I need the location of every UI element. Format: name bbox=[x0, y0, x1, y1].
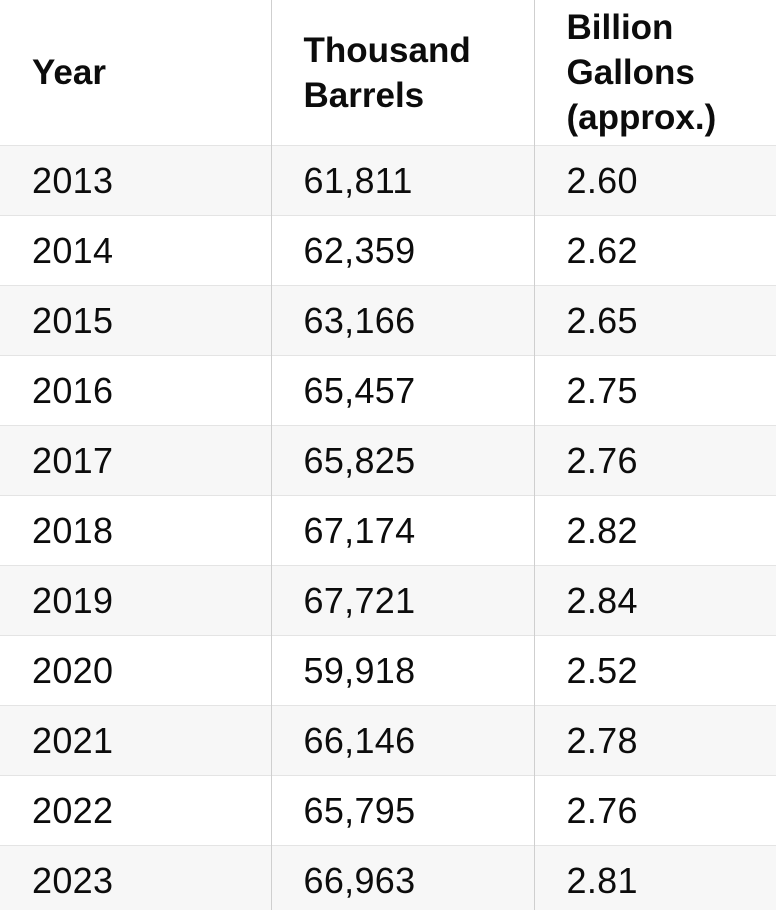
year-cell: 2022 bbox=[0, 775, 272, 846]
thousand-barrels-cell: 66,963 bbox=[271, 845, 535, 910]
table-row-2019: 2019 67,721 2.84 bbox=[0, 565, 776, 636]
table-row-2016: 2016 65,457 2.75 bbox=[0, 355, 776, 426]
table-row-2022: 2022 65,795 2.76 bbox=[0, 775, 776, 846]
year-cell: 2015 bbox=[0, 285, 272, 356]
year-cell: 2023 bbox=[0, 845, 272, 910]
billion-gallons-cell: 2.76 bbox=[566, 789, 638, 831]
year-cell: 2013 bbox=[0, 145, 272, 216]
table-row-2017: 2017 65,825 2.76 bbox=[0, 425, 776, 496]
table-row-2018: 2018 67,174 2.82 bbox=[0, 495, 776, 566]
billion-gallons-cell: 2.82 bbox=[566, 509, 638, 551]
year-cell: 2021 bbox=[0, 705, 272, 776]
table-header-row: Year Thousand Barrels Billion Gallons (a… bbox=[0, 0, 776, 146]
table-row-2020: 2020 59,918 2.52 bbox=[0, 635, 776, 706]
table-row-2014: 2014 62,359 2.62 bbox=[0, 215, 776, 286]
billion-gallons-cell: 2.76 bbox=[566, 439, 638, 481]
table-row-2013: 2013 61,811 2.60 bbox=[0, 145, 776, 216]
thousand-barrels-cell: 61,811 bbox=[271, 145, 535, 216]
billion-gallons-cell: 2.75 bbox=[566, 369, 638, 411]
thousand-barrels-cell: 62,359 bbox=[271, 215, 535, 286]
billion-gallons-cell: 2.60 bbox=[566, 159, 638, 201]
table-row-2021: 2021 66,146 2.78 bbox=[0, 705, 776, 776]
year-cell: 2019 bbox=[0, 565, 272, 636]
column-header-year: Year bbox=[0, 0, 272, 146]
thousand-barrels-cell: 67,721 bbox=[271, 565, 535, 636]
thousand-barrels-cell: 65,825 bbox=[271, 425, 535, 496]
table-row-2023: 2023 66,963 2.81 bbox=[0, 845, 776, 910]
year-cell: 2020 bbox=[0, 635, 272, 706]
thousand-barrels-cell: 63,166 bbox=[271, 285, 535, 356]
year-cell: 2016 bbox=[0, 355, 272, 426]
thousand-barrels-cell: 66,146 bbox=[271, 705, 535, 776]
thousand-barrels-cell: 67,174 bbox=[271, 495, 535, 566]
table-row-2015: 2015 63,166 2.65 bbox=[0, 285, 776, 356]
year-cell: 2018 bbox=[0, 495, 272, 566]
billion-gallons-cell: 2.84 bbox=[566, 579, 638, 621]
year-cell: 2014 bbox=[0, 215, 272, 286]
billion-gallons-cell: 2.52 bbox=[566, 649, 638, 691]
thousand-barrels-cell: 65,795 bbox=[271, 775, 535, 846]
billion-gallons-cell: 2.65 bbox=[566, 299, 638, 341]
year-cell: 2017 bbox=[0, 425, 272, 496]
column-header-billion-gallons: Billion Gallons (approx.) bbox=[534, 0, 776, 146]
thousand-barrels-cell: 65,457 bbox=[271, 355, 535, 426]
column-header-thousand-barrels: Thousand Barrels bbox=[271, 0, 535, 146]
billion-gallons-cell: 2.81 bbox=[566, 859, 638, 901]
thousand-barrels-cell: 59,918 bbox=[271, 635, 535, 706]
billion-gallons-cell: 2.62 bbox=[566, 229, 638, 271]
billion-gallons-cell: 2.78 bbox=[566, 719, 638, 761]
